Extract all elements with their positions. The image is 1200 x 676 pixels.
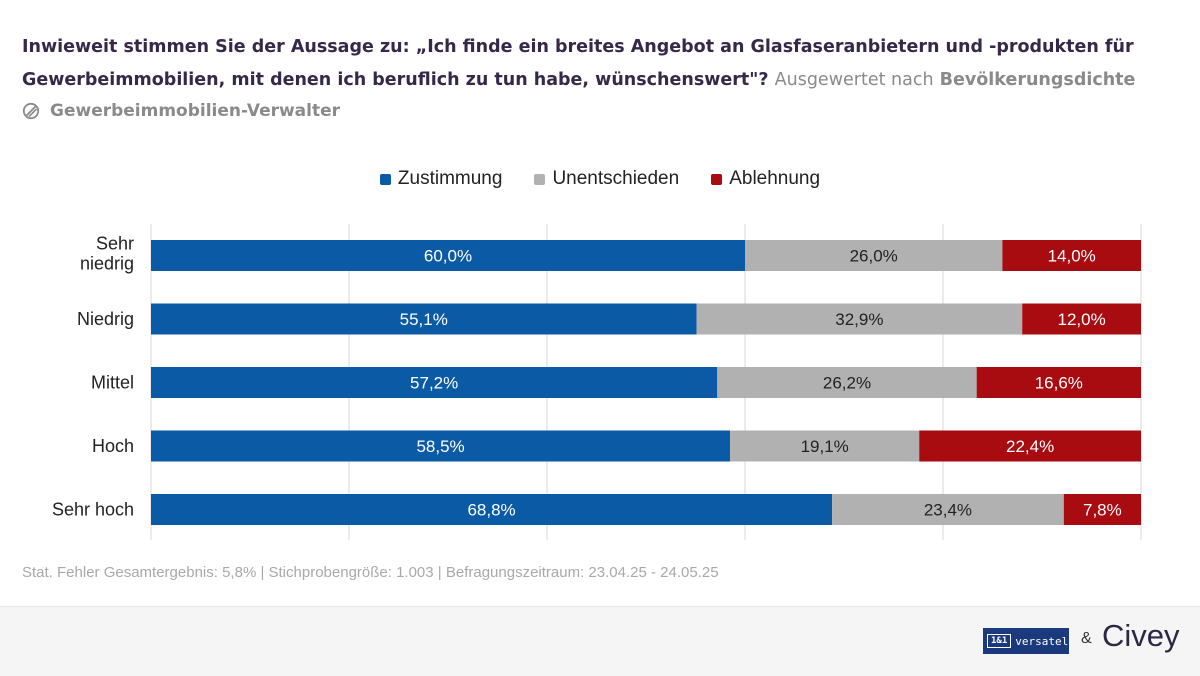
legend-item-ablehnung[interactable]: Ablehnung [711, 168, 820, 190]
evaluated-by[interactable]: Bevölkerungsdichte [939, 70, 1136, 90]
bar-segment-zustimmung[interactable] [151, 240, 745, 271]
bar-segment-ablehnung[interactable] [919, 430, 1141, 462]
versatel-logo: 1&1 versatel [983, 628, 1069, 654]
bar-segment-unentschieden[interactable] [717, 367, 977, 398]
logo-ampersand: & [1081, 630, 1092, 647]
filter-label: Gewerbeimmobilien-Verwalter [50, 101, 341, 121]
data-label-ablehnung: 16,6% [1035, 374, 1083, 393]
bar-segment-ablehnung[interactable] [1022, 303, 1141, 335]
bar-segment-unentschieden[interactable] [745, 240, 1003, 271]
data-label-zustimmung: 58,5% [416, 437, 464, 456]
data-label-zustimmung: 68,8% [467, 501, 515, 520]
legend-label-zustimmung: Zustimmung [397, 168, 503, 189]
category-label: Sehr hoch [52, 500, 134, 520]
bar-segment-ablehnung[interactable] [1002, 240, 1141, 271]
versatel-logo-text: versatel [1015, 634, 1069, 648]
legend-swatch-unentschieden [534, 173, 546, 185]
chart-legend: Zustimmung Unentschieden Ablehnung [0, 168, 1200, 190]
bar-segment-unentschieden[interactable] [832, 494, 1064, 525]
bar-segment-unentschieden[interactable] [730, 430, 920, 462]
versatel-logo-badge: 1&1 [987, 634, 1012, 648]
evaluated-prefix: Ausgewertet nach [774, 70, 934, 90]
legend-label-unentschieden: Unentschieden [552, 168, 680, 189]
filter-row[interactable]: Gewerbeimmobilien-Verwalter [22, 99, 340, 123]
chart-question: Inwieweit stimmen Sie der Aussage zu: „I… [22, 37, 1134, 90]
data-label-ablehnung: 22,4% [1006, 437, 1054, 456]
bar-segment-ablehnung[interactable] [976, 367, 1141, 398]
bar-segment-zustimmung[interactable] [151, 303, 697, 335]
data-label-unentschieden: 32,9% [835, 310, 883, 329]
filter-icon [22, 102, 40, 120]
category-label: Niedrig [77, 309, 134, 329]
stacked-bar-chart: Sehr niedrig 60,0% 26,0% 14,0% Niedrig 55,1% 32… [52, 224, 1142, 540]
bar-segment-zustimmung[interactable] [151, 430, 731, 462]
chart-title: Inwieweit stimmen Sie der Aussage zu: „I… [22, 31, 1182, 97]
footer-note: Stat. Fehler Gesamtergebnis: 5,8% | Stic… [22, 564, 719, 581]
bar-segment-zustimmung[interactable] [151, 494, 833, 525]
data-label-zustimmung: 60,0% [424, 247, 472, 266]
legend-item-unentschieden[interactable]: Unentschieden [534, 168, 679, 190]
data-label-unentschieden: 26,0% [850, 247, 898, 266]
data-label-ablehnung: 7,8% [1083, 501, 1122, 520]
category-label: Hoch [92, 436, 134, 456]
data-label-unentschieden: 23,4% [924, 501, 972, 520]
data-label-ablehnung: 14,0% [1048, 247, 1096, 266]
legend-item-zustimmung[interactable]: Zustimmung [379, 168, 503, 190]
bar-segment-zustimmung[interactable] [151, 367, 718, 398]
bar-segment-unentschieden[interactable] [696, 303, 1023, 335]
bar-segment-ablehnung[interactable] [1063, 494, 1141, 525]
data-label-zustimmung: 57,2% [410, 374, 458, 393]
legend-swatch-zustimmung [379, 173, 391, 185]
data-label-ablehnung: 12,0% [1057, 310, 1105, 329]
legend-label-ablehnung: Ablehnung [729, 168, 821, 189]
data-label-zustimmung: 55,1% [400, 310, 448, 329]
data-label-unentschieden: 19,1% [801, 437, 849, 456]
civey-logo: Civey [1102, 618, 1180, 653]
category-label: Sehr niedrig [80, 234, 134, 274]
category-label: Mittel [91, 373, 134, 393]
data-label-unentschieden: 26,2% [823, 374, 871, 393]
legend-swatch-ablehnung [711, 173, 723, 185]
